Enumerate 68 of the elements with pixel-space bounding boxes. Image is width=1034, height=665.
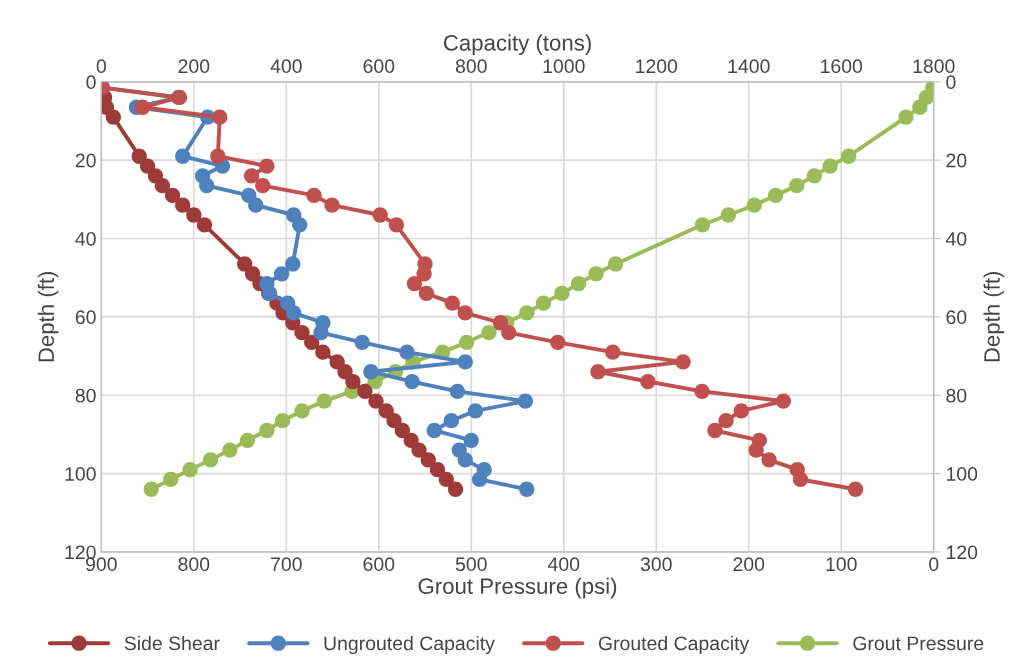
y2-tick-label: 120: [946, 545, 978, 560]
x-tick-label: 600: [363, 557, 395, 572]
y-tick-label: 80: [75, 388, 96, 403]
point: [840, 148, 857, 164]
legend-label: Ungrouted Capacity: [324, 635, 495, 655]
point: [822, 158, 838, 174]
point: [143, 481, 159, 497]
point: [294, 403, 310, 419]
x-tick-label: 100: [826, 557, 857, 572]
point: [519, 305, 535, 321]
x-tick-label: 800: [178, 557, 210, 572]
y-axis-title: Depth (ft): [37, 271, 59, 362]
x-tick-label: 400: [547, 557, 580, 572]
y2-tick-label: 40: [945, 231, 967, 246]
point: [588, 266, 604, 282]
y-tick-label: 20: [75, 153, 96, 168]
point: [898, 109, 914, 125]
x2-tick-label: 0: [96, 59, 106, 74]
x-tick-label: 700: [271, 557, 302, 572]
point: [912, 99, 928, 115]
x-axis-title: Grout Pressure (psi): [418, 577, 617, 599]
point: [694, 217, 711, 233]
point: [607, 256, 624, 272]
y-tick-label: 100: [65, 467, 96, 481]
point: [481, 324, 497, 341]
point: [316, 393, 332, 409]
point: [767, 187, 784, 204]
x-tick-label: 300: [640, 557, 672, 572]
x2-tick-label: 400: [270, 59, 302, 74]
y-tick-label: 60: [75, 310, 96, 325]
point: [222, 442, 238, 458]
x2-tick-label: 1200: [636, 59, 678, 74]
point: [202, 452, 219, 468]
y2-axis-title: Depth (ft): [983, 271, 1005, 362]
x2-axis-title: Capacity (tons): [443, 34, 591, 56]
point: [554, 285, 570, 301]
point: [182, 462, 198, 478]
point: [746, 197, 762, 213]
x2-tick-label: 800: [455, 59, 487, 74]
x2-tick-label: 1800: [913, 59, 955, 74]
point: [535, 295, 552, 311]
point: [570, 275, 587, 292]
point: [806, 168, 823, 184]
x-tick-label: 200: [733, 557, 765, 572]
point: [459, 334, 475, 350]
y2-tick-label: 20: [946, 153, 967, 168]
x2-tick-label: 600: [363, 59, 395, 74]
y2-tick-label: 80: [946, 388, 967, 403]
point: [274, 413, 291, 429]
x2-tick-label: 1400: [728, 59, 770, 74]
x2-tick-label: 1600: [821, 59, 863, 74]
legend-label: Grout Pressure: [853, 636, 984, 651]
legend-label: Grouted Capacity: [598, 635, 750, 655]
point: [239, 432, 256, 448]
y2-tick-label: 60: [946, 310, 967, 325]
x-tick-label: 0: [929, 557, 939, 572]
y-tick-label: 0: [86, 75, 96, 90]
point: [259, 422, 275, 439]
point: [789, 177, 805, 194]
y2-tick-label: 100: [946, 467, 978, 481]
point: [720, 207, 737, 223]
legend-label: Side Shear: [124, 635, 220, 651]
y-tick-label: 40: [75, 231, 96, 246]
x-tick-label: 500: [455, 557, 487, 572]
x2-tick-label: 1000: [543, 59, 585, 74]
x2-tick-label: 200: [178, 59, 210, 74]
point: [163, 471, 179, 488]
y2-tick-label: 0: [946, 75, 956, 90]
